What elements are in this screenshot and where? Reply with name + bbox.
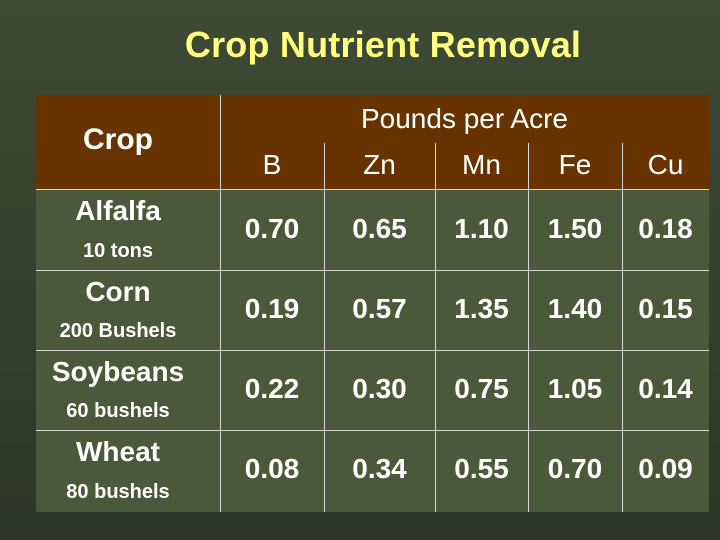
column-header-fe: Fe xyxy=(558,149,592,180)
value-alfalfa-cu: 0.18 xyxy=(638,213,693,244)
column-header-b: B xyxy=(262,149,282,180)
value-alfalfa-b: 0.70 xyxy=(244,213,300,244)
crop-amount-wheat: 80 bushels xyxy=(66,481,170,503)
nutrient-table: Crop Pounds per Acre B Zn Mn Fe Cu Alfal… xyxy=(36,95,709,512)
value-alfalfa-mn: 1.10 xyxy=(454,213,509,244)
crop-amount-alfalfa: 10 tons xyxy=(82,240,154,262)
column-header-zn: Zn xyxy=(363,149,396,180)
row-divider xyxy=(36,350,709,351)
crop-name-alfalfa: Alfalfa xyxy=(75,195,161,226)
value-corn-cu: 0.15 xyxy=(638,293,693,324)
column-header-mn: Mn xyxy=(462,149,501,180)
value-soybeans-fe: 1.05 xyxy=(547,373,603,404)
value-soybeans-cu: 0.14 xyxy=(638,373,693,404)
column-divider xyxy=(528,143,529,512)
table-header-band xyxy=(36,95,709,189)
row-divider xyxy=(36,430,709,431)
slide-title: Crop Nutrient Removal xyxy=(184,24,582,65)
value-alfalfa-zn: 0.65 xyxy=(352,213,407,244)
column-divider xyxy=(435,143,436,512)
value-wheat-fe: 0.70 xyxy=(547,453,603,484)
crop-amount-soybeans: 60 bushels xyxy=(66,400,170,422)
crop-column-header: Crop xyxy=(83,123,153,156)
value-wheat-b: 0.08 xyxy=(244,453,300,484)
crop-name-corn: Corn xyxy=(85,276,151,307)
value-alfalfa-fe: 1.50 xyxy=(547,213,603,244)
header-divider xyxy=(36,189,709,190)
value-corn-zn: 0.57 xyxy=(352,293,407,324)
crop-amount-corn: 200 Bushels xyxy=(59,320,177,342)
value-corn-mn: 1.35 xyxy=(454,293,509,324)
column-header-cu: Cu xyxy=(647,149,684,180)
row-divider xyxy=(36,270,709,271)
column-divider xyxy=(622,143,623,512)
value-soybeans-mn: 0.75 xyxy=(454,373,509,404)
value-wheat-cu: 0.09 xyxy=(638,453,693,484)
value-soybeans-zn: 0.30 xyxy=(352,373,407,404)
units-group-header: Pounds per Acre xyxy=(360,103,569,134)
crop-name-wheat: Wheat xyxy=(76,436,160,467)
value-corn-fe: 1.40 xyxy=(547,293,603,324)
column-divider xyxy=(324,143,325,512)
crop-name-soybeans: Soybeans xyxy=(51,356,185,387)
value-corn-b: 0.19 xyxy=(244,293,300,324)
column-divider xyxy=(220,95,221,512)
value-soybeans-b: 0.22 xyxy=(244,373,300,404)
value-wheat-mn: 0.55 xyxy=(454,453,509,484)
value-wheat-zn: 0.34 xyxy=(352,453,407,484)
